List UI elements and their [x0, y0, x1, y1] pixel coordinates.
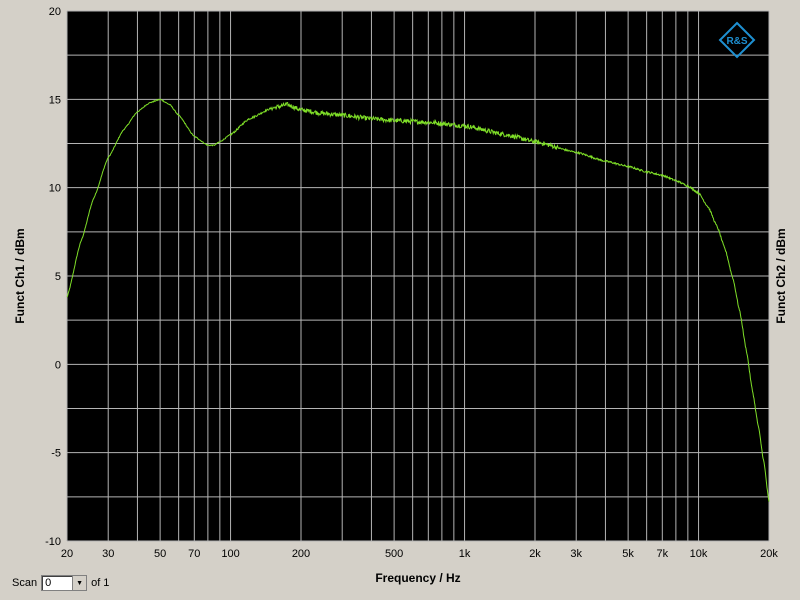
y-tick-label: 20 [49, 6, 61, 18]
x-tick-label: 7k [656, 548, 668, 560]
y-axis-label: Funct Ch1 / dBm [13, 228, 27, 323]
y-tick-label: 0 [55, 359, 61, 371]
x-tick-label: 500 [385, 548, 403, 560]
y-tick-label: -5 [51, 448, 61, 460]
x-tick-label: 1k [459, 548, 471, 560]
y-tick-label: 5 [55, 271, 61, 283]
y-tick-label: 10 [49, 183, 61, 195]
series-layer [66, 98, 770, 502]
x-tick-label: 2k [529, 548, 541, 560]
grid-lines [66, 10, 770, 542]
x-tick-label: 20k [760, 548, 778, 560]
scan-select[interactable]: 0 ▼ [41, 575, 88, 591]
y-tick-label: -10 [45, 536, 61, 548]
scan-value: 0 [45, 577, 52, 589]
x-axis-label: Frequency / Hz [375, 571, 460, 585]
x-tick-label: 3k [570, 548, 582, 560]
scan-control: Scan 0 ▼ of 1 [12, 575, 109, 591]
y-axis-label-right: Funct Ch2 / dBm [774, 228, 788, 323]
y-tick-label: 15 [49, 94, 61, 106]
logo-text: R&S [726, 36, 747, 47]
rs-logo: R&S [718, 21, 756, 59]
scan-of-label: of 1 [91, 577, 110, 589]
y-tick-labels: 20 15 10 5 0 -5 -10 [45, 6, 61, 548]
x-tick-label: 30 [102, 548, 114, 560]
x-tick-label: 200 [292, 548, 310, 560]
x-tick-label: 100 [221, 548, 239, 560]
logo-diamond-icon [718, 21, 756, 59]
scan-label: Scan [12, 577, 38, 589]
x-tick-label: 70 [188, 548, 200, 560]
x-tick-labels: 20 30 50 70 100 200 500 1k 2k 3k 5k 7k 10k 20k [61, 548, 778, 560]
x-tick-label: 10k [690, 548, 708, 560]
chevron-down-icon[interactable]: ▼ [72, 576, 87, 590]
x-tick-label: 20 [61, 548, 73, 560]
x-tick-label: 5k [622, 548, 634, 560]
x-tick-label: 50 [154, 548, 166, 560]
series-line [66, 98, 770, 502]
